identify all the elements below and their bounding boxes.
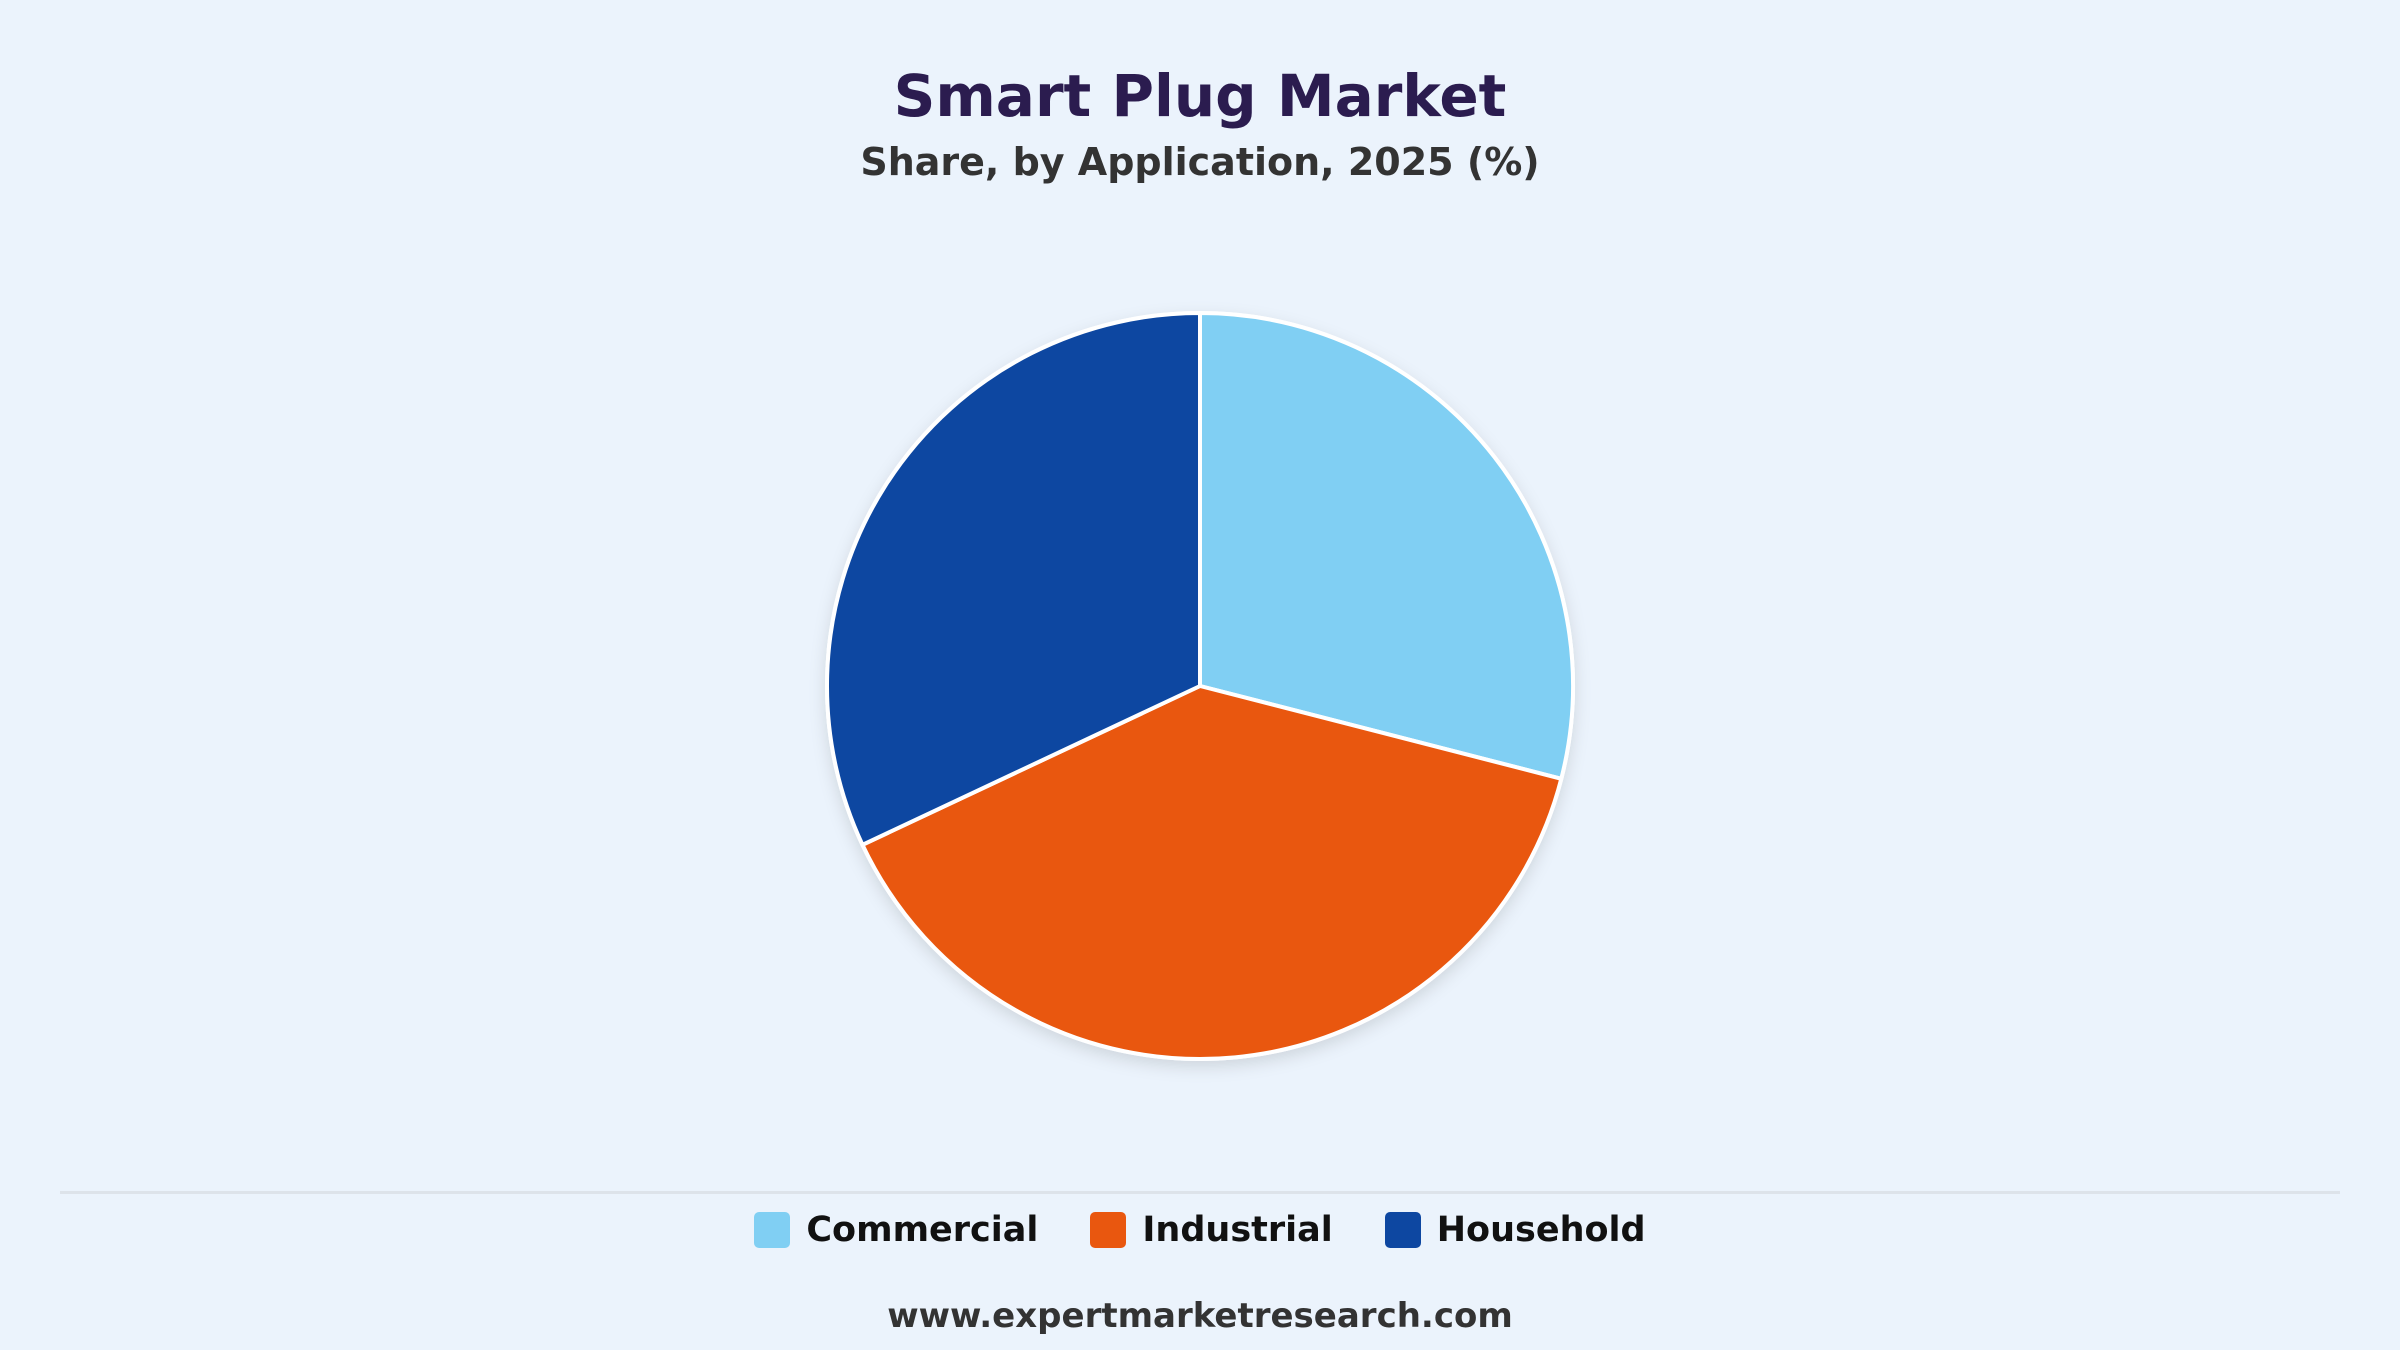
- chart-subtitle: Share, by Application, 2025 (%): [860, 140, 1540, 184]
- legend-swatch: [754, 1212, 791, 1248]
- legend-divider: [60, 1191, 2340, 1194]
- pie-slice-industrial: [860, 684, 1564, 1061]
- legend-swatch: [1384, 1212, 1421, 1248]
- pie-slice-household: [825, 311, 1202, 847]
- legend-swatch: [1090, 1212, 1127, 1248]
- legend-label: Industrial: [1142, 1210, 1333, 1250]
- pie-slice-commercial: [1198, 311, 1575, 781]
- legend-label: Commercial: [806, 1210, 1039, 1250]
- chart-title: Smart Plug Market: [893, 62, 1507, 130]
- legend-label: Household: [1436, 1210, 1646, 1250]
- source-footer: www.expertmarketresearch.com: [887, 1296, 1513, 1336]
- legend-item-commercial: Commercial: [754, 1210, 1038, 1250]
- legend: Commercial Industrial Household: [0, 1204, 2400, 1256]
- legend-item-household: Household: [1384, 1210, 1646, 1250]
- legend-item-industrial: Industrial: [1090, 1210, 1333, 1250]
